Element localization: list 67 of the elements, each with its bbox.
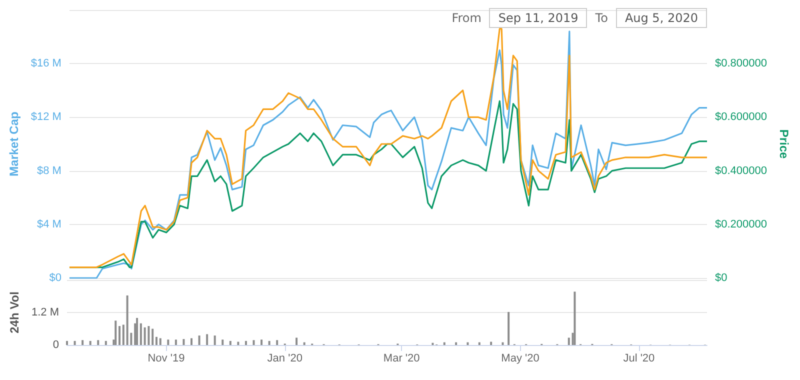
bar — [466, 342, 469, 345]
y-tick-label: $8 M — [37, 164, 62, 177]
bar — [155, 336, 158, 345]
x-tick-label: May '20 — [501, 352, 540, 364]
bar — [152, 328, 154, 345]
bar — [229, 340, 232, 345]
x-tick-label: Nov '19 — [148, 352, 185, 364]
bar — [296, 338, 298, 345]
bar — [89, 340, 92, 345]
bar — [148, 326, 150, 345]
bar — [74, 340, 76, 345]
y2-tick-label: $0.200000 — [715, 218, 767, 230]
bar — [122, 324, 124, 345]
bar — [260, 340, 263, 345]
y2-tick-label: $0.600000 — [715, 111, 767, 124]
x-tick-label: Jan '20 — [267, 352, 302, 364]
y2-tick-label: $0.800000 — [715, 58, 767, 70]
bar — [490, 342, 492, 345]
bar — [237, 342, 240, 345]
bar — [268, 340, 270, 345]
bar — [159, 338, 162, 345]
y2-tick-label: $0.400000 — [715, 164, 767, 177]
bar — [190, 338, 192, 345]
y-axis-title: Market Cap — [7, 112, 21, 176]
bar — [104, 340, 107, 345]
bar — [252, 340, 255, 345]
bar — [568, 338, 570, 345]
y-tick-label: $4 M — [37, 218, 62, 230]
bar — [303, 342, 306, 345]
y-axis-title: 24h Vol — [8, 292, 22, 334]
bar — [174, 340, 177, 345]
bar — [222, 340, 224, 345]
bar — [82, 340, 84, 345]
bar — [144, 327, 146, 345]
y-tick-label: $12 M — [30, 111, 62, 124]
bar — [502, 342, 504, 345]
bar — [66, 340, 68, 345]
annotation: To — [595, 11, 608, 25]
bar — [114, 320, 117, 345]
annotation: From — [452, 11, 482, 25]
y-tick-label: $0 — [49, 272, 62, 284]
bar — [455, 342, 458, 345]
bar — [276, 340, 278, 345]
bar — [167, 340, 170, 345]
bar — [118, 326, 121, 345]
x-tick-label: Jul '20 — [623, 352, 655, 364]
bar — [140, 323, 142, 345]
y-tick-label: 0 — [52, 339, 59, 351]
bar — [126, 295, 128, 345]
y-tick-label: $16 M — [30, 58, 62, 70]
bar — [214, 336, 216, 345]
x-tick-label: Mar '20 — [383, 352, 420, 364]
y-tick-label: 1.2 M — [31, 306, 59, 318]
y2-tick-label: $0 — [715, 272, 728, 284]
bar — [97, 340, 100, 345]
date-field: Aug 5, 2020 — [616, 8, 707, 28]
bar — [478, 342, 480, 345]
bar — [182, 339, 185, 345]
bar — [206, 334, 208, 345]
bar — [443, 342, 446, 345]
y2-axis-title: Price — [776, 129, 791, 159]
bar — [198, 336, 200, 345]
bar — [136, 318, 138, 345]
bar — [508, 312, 510, 345]
bar — [574, 292, 576, 345]
bar — [244, 340, 247, 345]
date-field: Sep 11, 2019 — [489, 8, 588, 28]
